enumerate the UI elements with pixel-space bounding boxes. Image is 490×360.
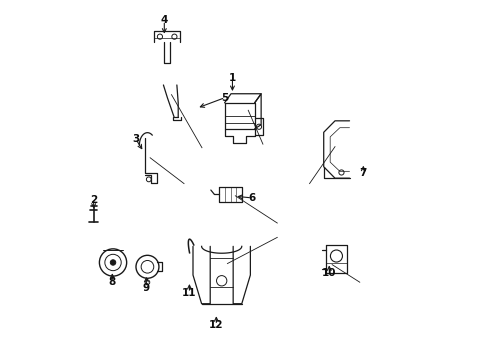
Text: 4: 4 (161, 15, 168, 26)
Text: 11: 11 (182, 288, 196, 298)
Text: 8: 8 (109, 277, 116, 287)
Text: 12: 12 (209, 320, 223, 330)
Text: 5: 5 (221, 93, 229, 103)
Text: 9: 9 (143, 283, 150, 293)
Text: 2: 2 (90, 195, 98, 205)
Text: 3: 3 (132, 134, 139, 144)
Text: 7: 7 (360, 168, 367, 178)
Text: 6: 6 (248, 193, 256, 203)
Text: 10: 10 (322, 268, 337, 278)
Circle shape (110, 260, 116, 265)
Text: 1: 1 (229, 73, 236, 83)
